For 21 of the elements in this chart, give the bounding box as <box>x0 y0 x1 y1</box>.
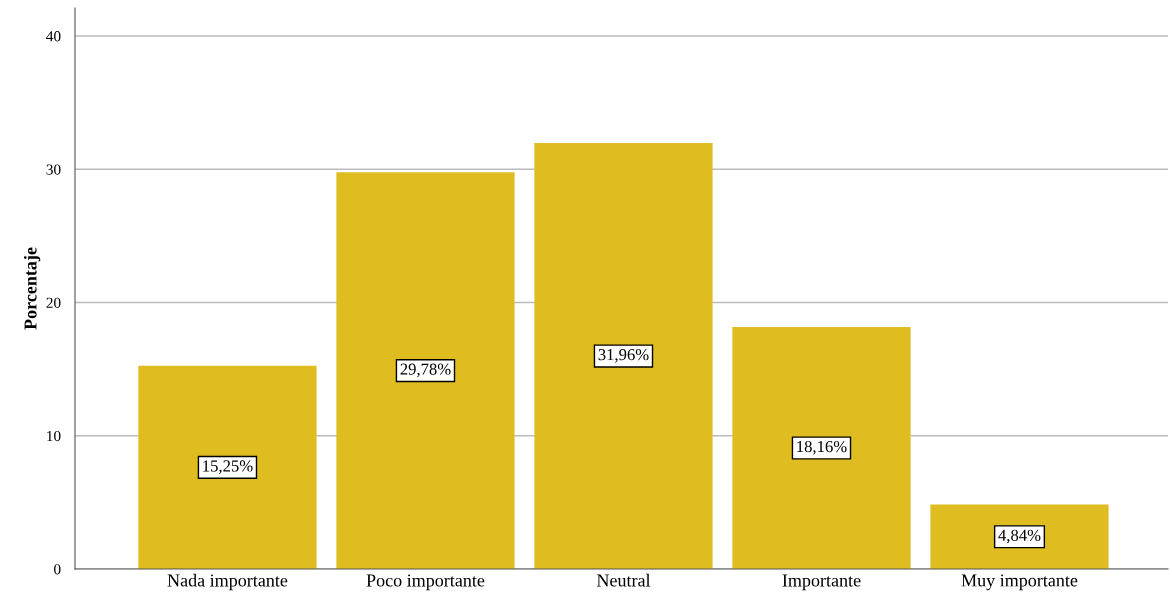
data-label: 31,96% <box>598 348 649 363</box>
y-tick-label: 40 <box>46 31 61 42</box>
data-label: 15,25% <box>203 460 253 474</box>
bar <box>138 365 317 569</box>
x-tick-label: Muy importante <box>961 574 1078 591</box>
data-label: 29,78% <box>400 363 451 378</box>
bar <box>534 143 713 569</box>
x-tick-label: Neutral <box>596 573 651 587</box>
y-tick-label: 10 <box>47 430 61 442</box>
y-tick-label: 30 <box>46 164 61 175</box>
bar <box>732 327 911 569</box>
y-tick-label: 20 <box>46 297 61 308</box>
x-tick-label: Importante <box>782 574 861 591</box>
data-label: 18,16% <box>797 440 847 455</box>
bar <box>930 504 1109 569</box>
bar <box>336 172 515 569</box>
data-label: 4,84% <box>998 529 1041 544</box>
y-axis-title: Porcentaje <box>23 247 41 330</box>
y-tick-label: 0 <box>54 564 61 575</box>
x-tick-label: Poco importante <box>366 574 485 591</box>
x-tick-label: Nada importante <box>167 573 288 591</box>
